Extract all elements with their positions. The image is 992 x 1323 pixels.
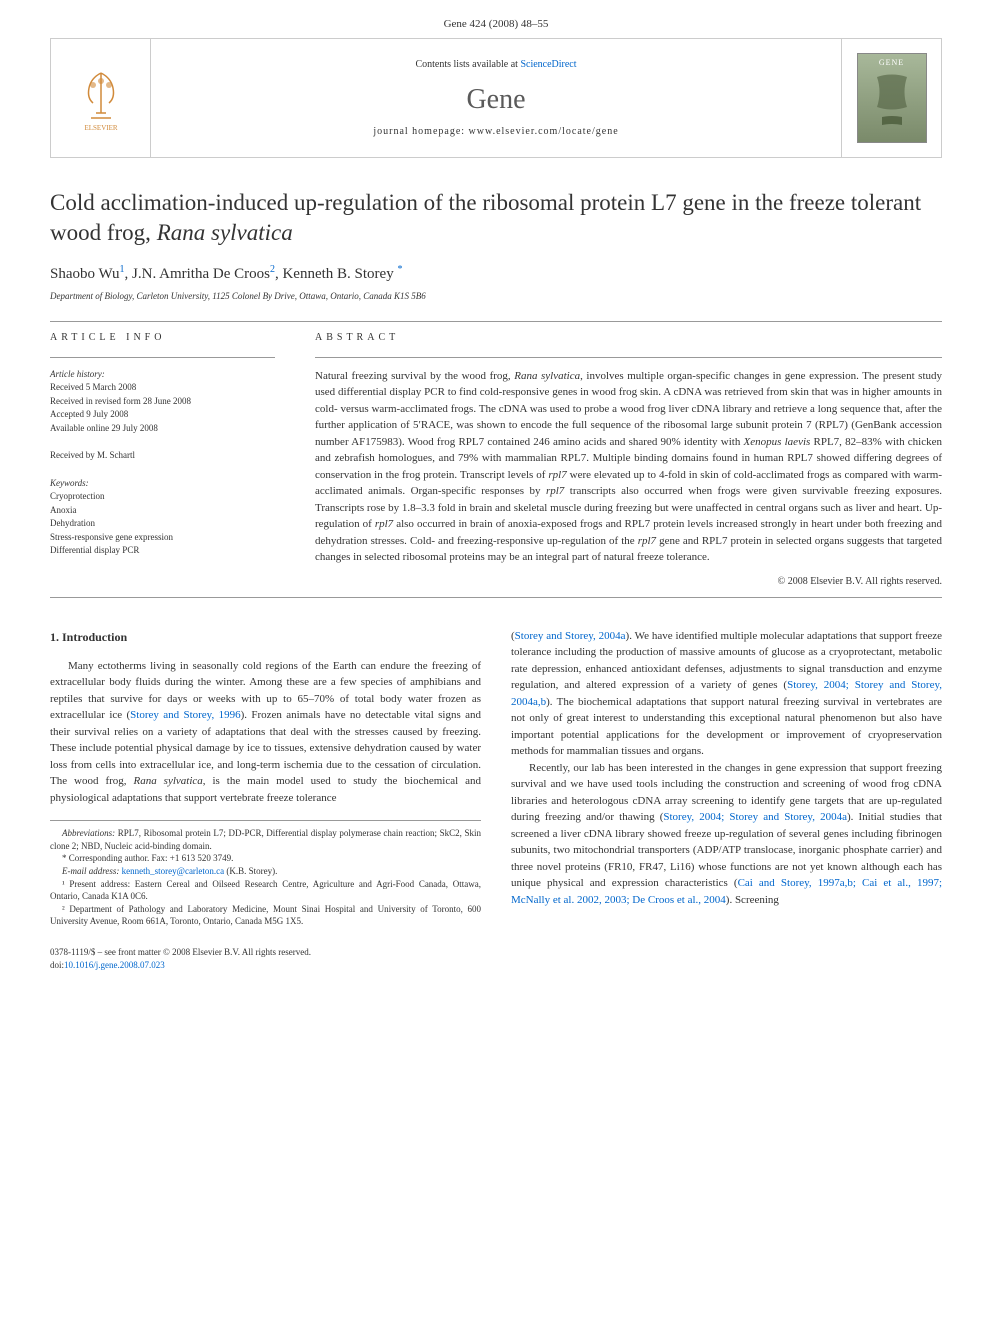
footer-block: 0378-1119/$ – see front matter © 2008 El… (50, 946, 481, 971)
author-2: J.N. Amritha De Croos (132, 266, 270, 282)
cover-art-icon (867, 67, 917, 127)
author-1: Shaobo Wu (50, 266, 120, 282)
footnotes-block: Abbreviations: RPL7, Ribosomal protein L… (50, 820, 481, 928)
abbrev-label: Abbreviations: (62, 828, 115, 838)
history-received: Received 5 March 2008 (50, 381, 275, 395)
footnote-abbrev: Abbreviations: RPL7, Ribosomal protein L… (50, 827, 481, 852)
citation-text: Gene 424 (2008) 48–55 (444, 18, 549, 30)
keyword-4: Stress-responsive gene expression (50, 531, 275, 545)
author-3-corr-link[interactable]: * (397, 264, 402, 275)
email-label: E-mail address: (62, 866, 122, 876)
publisher-logo-cell: ELSEVIER (51, 39, 151, 157)
history-online: Available online 29 July 2008 (50, 422, 275, 436)
intro-heading: 1. Introduction (50, 628, 481, 646)
ref-link-storey-2004-2[interactable]: Storey, 2004; Storey and Storey, 2004a (663, 811, 847, 823)
article-container: Cold acclimation-induced up-regulation o… (0, 188, 992, 971)
body-column-right: (Storey and Storey, 2004a). We have iden… (511, 628, 942, 971)
abs-rpl7-1: rpl7 (548, 469, 566, 481)
journal-name: Gene (466, 84, 525, 116)
body-two-column: 1. Introduction Many ectotherms living i… (50, 628, 942, 971)
body-column-left: 1. Introduction Many ectotherms living i… (50, 628, 481, 971)
journal-homepage: journal homepage: www.elsevier.com/locat… (373, 126, 618, 137)
divider-info-1 (50, 357, 275, 358)
keyword-5: Differential display PCR (50, 544, 275, 558)
abs-rpl7-3: rpl7 (375, 518, 393, 530)
masthead-center: Contents lists available at ScienceDirec… (151, 39, 841, 157)
sciencedirect-link[interactable]: ScienceDirect (520, 59, 576, 70)
intro-para-2: Recently, our lab has been interested in… (511, 760, 942, 909)
cover-title: GENE (879, 58, 904, 67)
contents-lists-line: Contents lists available at ScienceDirec… (415, 59, 576, 70)
received-by: Received by M. Schartl (50, 449, 275, 463)
author-list: Shaobo Wu1, J.N. Amritha De Croos2, Kenn… (50, 264, 942, 283)
title-species: Rana sylvatica (157, 220, 293, 245)
affiliation: Department of Biology, Carleton Universi… (50, 291, 942, 301)
journal-cover-thumbnail: GENE (857, 53, 927, 143)
email-suffix: (K.B. Storey). (224, 866, 277, 876)
article-info-heading: article info (50, 332, 275, 343)
article-title: Cold acclimation-induced up-regulation o… (50, 188, 942, 248)
footnote-email: E-mail address: kenneth_storey@carleton.… (50, 865, 481, 878)
doi-link[interactable]: 10.1016/j.gene.2008.07.023 (64, 960, 165, 970)
c2p2c: ). Screening (726, 894, 779, 906)
email-link[interactable]: kenneth_storey@carleton.ca (122, 866, 225, 876)
doi-prefix: doi: (50, 960, 64, 970)
c2p1c: ). The biochemical adaptations that supp… (511, 696, 942, 758)
page-citation-header: Gene 424 (2008) 48–55 (0, 0, 992, 38)
keyword-3: Dehydration (50, 517, 275, 531)
history-accepted: Accepted 9 July 2008 (50, 408, 275, 422)
keyword-1: Cryoprotection (50, 490, 275, 504)
intro-para-1-cont: (Storey and Storey, 2004a). We have iden… (511, 628, 942, 760)
abs-xenopus: Xenopus laevis (744, 436, 811, 448)
keywords-block: Keywords: Cryoprotection Anoxia Dehydrat… (50, 477, 275, 558)
c1p1-species: Rana sylvatica (134, 775, 203, 787)
history-revised: Received in revised form 28 June 2008 (50, 395, 275, 409)
abstract-column: abstract Natural freezing survival by th… (315, 332, 942, 587)
divider-bottom (50, 597, 942, 598)
author-3: Kenneth B. Storey (282, 266, 393, 282)
svg-text:ELSEVIER: ELSEVIER (84, 124, 117, 132)
footnote-corresponding: * Corresponding author. Fax: +1 613 520 … (50, 852, 481, 865)
elsevier-tree-logo: ELSEVIER (71, 63, 131, 133)
abbrev-text: RPL7, Ribosomal protein L7; DD-PCR, Diff… (50, 828, 481, 851)
abs-p1a: Natural freezing survival by the wood fr… (315, 370, 514, 382)
contents-prefix: Contents lists available at (415, 59, 520, 70)
keyword-2: Anoxia (50, 504, 275, 518)
received-by-block: Received by M. Schartl (50, 449, 275, 463)
history-label: Article history: (50, 368, 275, 382)
footnote-1: ¹ Present address: Eastern Cereal and Oi… (50, 878, 481, 903)
abs-rpl7-2: rpl7 (546, 485, 564, 497)
footnote-2: ² Department of Pathology and Laboratory… (50, 903, 481, 928)
info-abstract-row: article info Article history: Received 5… (50, 332, 942, 587)
article-info-column: article info Article history: Received 5… (50, 332, 275, 587)
abstract-heading: abstract (315, 332, 942, 343)
journal-masthead: ELSEVIER Contents lists available at Sci… (50, 38, 942, 158)
abstract-copyright: © 2008 Elsevier B.V. All rights reserved… (315, 576, 942, 587)
article-history-block: Article history: Received 5 March 2008 R… (50, 368, 275, 436)
abs-rpl7-4: rpl7 (638, 535, 656, 547)
abstract-text: Natural freezing survival by the wood fr… (315, 368, 942, 566)
doi-line: doi:10.1016/j.gene.2008.07.023 (50, 959, 481, 972)
ref-link-storey-2004a[interactable]: Storey and Storey, 2004a (515, 630, 626, 642)
ref-link-storey-1996[interactable]: Storey and Storey, 1996 (130, 709, 240, 721)
abs-species-1: Rana sylvatica (514, 370, 580, 382)
issn-line: 0378-1119/$ – see front matter © 2008 El… (50, 946, 481, 959)
journal-cover-cell: GENE (841, 39, 941, 157)
intro-para-1: Many ectotherms living in seasonally col… (50, 658, 481, 807)
divider-abstract (315, 357, 942, 358)
author-sep-1: , (125, 266, 133, 282)
divider-top (50, 321, 942, 322)
keywords-label: Keywords: (50, 477, 275, 491)
